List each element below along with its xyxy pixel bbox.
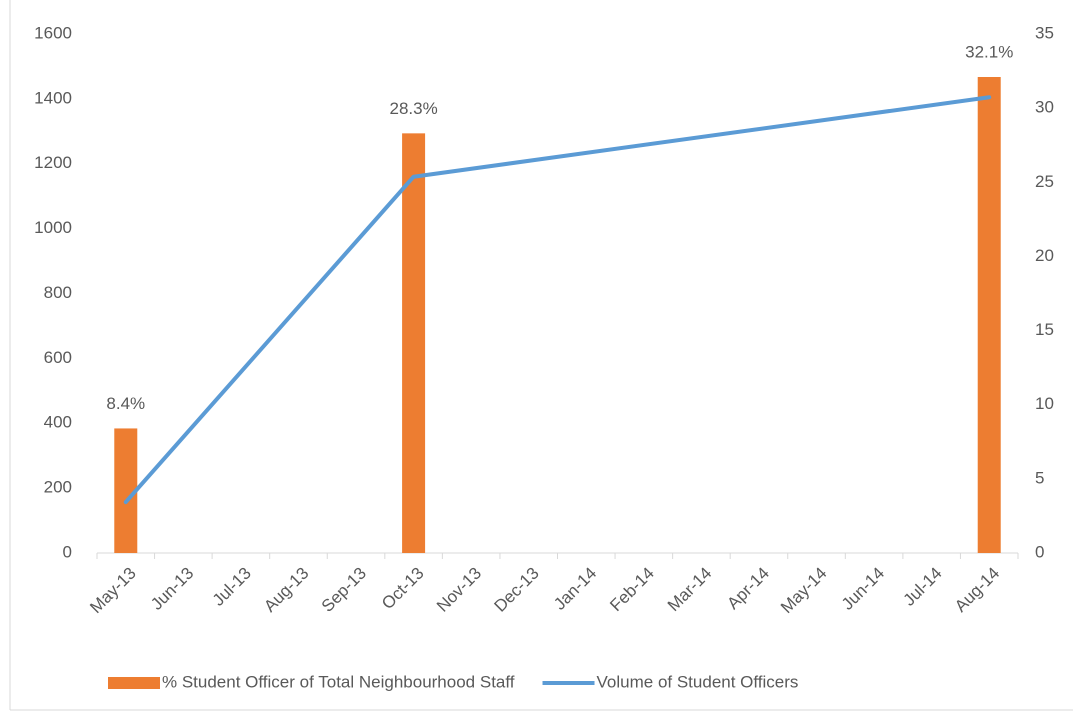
x-tick-label: May-14 [777,564,831,618]
y-tick-label: 1400 [34,88,72,107]
x-tick-label: Feb-14 [606,564,658,616]
x-tick-label: Jul-13 [209,564,255,610]
y-tick-label: 1000 [34,218,72,237]
data-label: 8.4% [106,394,145,413]
x-tick-label: May-13 [86,564,140,618]
x-tick-label: Dec-13 [491,564,543,616]
y2-tick-label: 15 [1035,320,1054,339]
x-tick-label: Mar-14 [664,564,716,616]
x-tick-label: Jul-14 [899,564,945,610]
y-tick-label: 1600 [34,23,72,42]
bar [114,428,138,553]
y2-tick-label: 10 [1035,394,1054,413]
y2-tick-label: 0 [1035,542,1044,561]
y-tick-label: 1200 [34,153,72,172]
x-tick-label: Nov-13 [433,564,485,616]
x-tick-label: Aug-14 [951,564,1003,616]
data-label: 28.3% [389,99,437,118]
y2-tick-label: 35 [1035,23,1054,42]
y2-tick-label: 30 [1035,98,1054,117]
y2-tick-label: 20 [1035,246,1054,265]
x-tick-label: Jun-13 [147,564,197,614]
legend-label: Volume of Student Officers [597,672,799,691]
y-tick-label: 600 [44,348,72,367]
x-tick-label: Jun-14 [838,564,888,614]
data-label: 32.1% [965,42,1013,61]
x-tick-label: Aug-13 [260,564,312,616]
y2-tick-label: 5 [1035,468,1044,487]
y2-tick-label: 25 [1035,172,1054,191]
y-tick-label: 800 [44,283,72,302]
legend-swatch [108,677,160,689]
y-tick-label: 400 [44,413,72,432]
y-tick-label: 0 [63,542,72,561]
bar [402,133,426,553]
y-tick-label: 200 [44,478,72,497]
x-tick-label: Jan-14 [550,564,600,614]
x-tick-label: Oct-13 [378,564,428,614]
x-tick-label: Apr-14 [723,564,773,614]
bar [977,77,1001,553]
legend-label: % Student Officer of Total Neighbourhood… [162,672,515,691]
x-tick-label: Sep-13 [318,564,370,616]
line [123,95,992,505]
